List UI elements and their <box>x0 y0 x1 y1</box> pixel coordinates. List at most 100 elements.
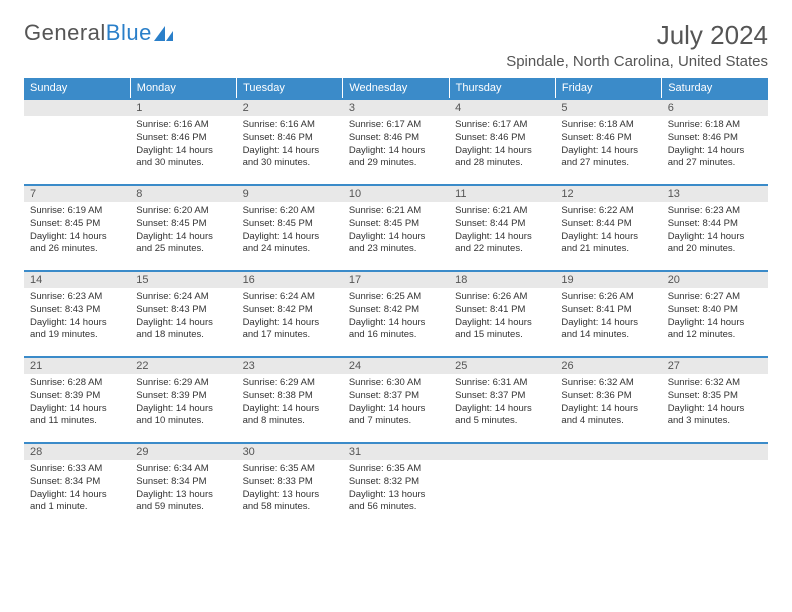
day-content: Sunrise: 6:22 AMSunset: 8:44 PMDaylight:… <box>555 202 661 259</box>
day-content: Sunrise: 6:23 AMSunset: 8:44 PMDaylight:… <box>662 202 768 259</box>
day-line: Daylight: 14 hours and 30 minutes. <box>243 145 337 171</box>
day-line: Sunset: 8:34 PM <box>30 476 124 489</box>
day-line: Daylight: 14 hours and 4 minutes. <box>561 403 655 429</box>
day-number: 9 <box>237 186 343 202</box>
day-number: 16 <box>237 272 343 288</box>
day-number: 8 <box>130 186 236 202</box>
day-number: 11 <box>449 186 555 202</box>
day-line: Sunset: 8:45 PM <box>349 218 443 231</box>
day-number: 29 <box>130 444 236 460</box>
day-line: Sunrise: 6:29 AM <box>243 377 337 390</box>
day-number: 25 <box>449 358 555 374</box>
calendar-cell: 21Sunrise: 6:28 AMSunset: 8:39 PMDayligh… <box>24 357 130 443</box>
day-number: 23 <box>237 358 343 374</box>
day-number <box>24 100 130 116</box>
day-line: Daylight: 14 hours and 11 minutes. <box>30 403 124 429</box>
calendar-cell: 5Sunrise: 6:18 AMSunset: 8:46 PMDaylight… <box>555 99 661 185</box>
day-content: Sunrise: 6:19 AMSunset: 8:45 PMDaylight:… <box>24 202 130 259</box>
day-line: Sunset: 8:41 PM <box>561 304 655 317</box>
day-line: Sunrise: 6:19 AM <box>30 205 124 218</box>
day-line: Daylight: 14 hours and 3 minutes. <box>668 403 762 429</box>
calendar-cell: 17Sunrise: 6:25 AMSunset: 8:42 PMDayligh… <box>343 271 449 357</box>
day-line: Sunset: 8:36 PM <box>561 390 655 403</box>
day-content: Sunrise: 6:21 AMSunset: 8:45 PMDaylight:… <box>343 202 449 259</box>
logo-text-1: General <box>24 20 106 46</box>
day-content: Sunrise: 6:24 AMSunset: 8:42 PMDaylight:… <box>237 288 343 345</box>
day-line: Sunset: 8:34 PM <box>136 476 230 489</box>
day-line: Daylight: 14 hours and 14 minutes. <box>561 317 655 343</box>
calendar-cell: 10Sunrise: 6:21 AMSunset: 8:45 PMDayligh… <box>343 185 449 271</box>
day-line: Sunrise: 6:26 AM <box>561 291 655 304</box>
day-line: Sunset: 8:46 PM <box>668 132 762 145</box>
calendar-cell: 13Sunrise: 6:23 AMSunset: 8:44 PMDayligh… <box>662 185 768 271</box>
day-line: Sunrise: 6:31 AM <box>455 377 549 390</box>
day-line: Sunset: 8:46 PM <box>349 132 443 145</box>
day-line: Daylight: 14 hours and 27 minutes. <box>668 145 762 171</box>
calendar-cell: 9Sunrise: 6:20 AMSunset: 8:45 PMDaylight… <box>237 185 343 271</box>
day-line: Sunrise: 6:21 AM <box>349 205 443 218</box>
day-line: Daylight: 14 hours and 28 minutes. <box>455 145 549 171</box>
day-line: Sunset: 8:45 PM <box>30 218 124 231</box>
day-content: Sunrise: 6:20 AMSunset: 8:45 PMDaylight:… <box>130 202 236 259</box>
day-line: Daylight: 13 hours and 58 minutes. <box>243 489 337 515</box>
day-line: Sunset: 8:33 PM <box>243 476 337 489</box>
day-line: Daylight: 14 hours and 23 minutes. <box>349 231 443 257</box>
day-line: Daylight: 14 hours and 21 minutes. <box>561 231 655 257</box>
day-line: Daylight: 14 hours and 1 minute. <box>30 489 124 515</box>
day-line: Sunrise: 6:23 AM <box>668 205 762 218</box>
day-content: Sunrise: 6:32 AMSunset: 8:35 PMDaylight:… <box>662 374 768 431</box>
day-content: Sunrise: 6:17 AMSunset: 8:46 PMDaylight:… <box>449 116 555 173</box>
day-content: Sunrise: 6:32 AMSunset: 8:36 PMDaylight:… <box>555 374 661 431</box>
day-content: Sunrise: 6:23 AMSunset: 8:43 PMDaylight:… <box>24 288 130 345</box>
day-number: 7 <box>24 186 130 202</box>
day-line: Daylight: 14 hours and 15 minutes. <box>455 317 549 343</box>
day-content: Sunrise: 6:35 AMSunset: 8:32 PMDaylight:… <box>343 460 449 517</box>
day-content: Sunrise: 6:33 AMSunset: 8:34 PMDaylight:… <box>24 460 130 517</box>
weekday-header: Friday <box>555 78 661 99</box>
day-content: Sunrise: 6:35 AMSunset: 8:33 PMDaylight:… <box>237 460 343 517</box>
day-number: 2 <box>237 100 343 116</box>
calendar-row: 7Sunrise: 6:19 AMSunset: 8:45 PMDaylight… <box>24 185 768 271</box>
calendar-cell: 30Sunrise: 6:35 AMSunset: 8:33 PMDayligh… <box>237 443 343 529</box>
day-number <box>555 444 661 460</box>
day-line: Daylight: 14 hours and 12 minutes. <box>668 317 762 343</box>
day-content: Sunrise: 6:21 AMSunset: 8:44 PMDaylight:… <box>449 202 555 259</box>
calendar-cell: 29Sunrise: 6:34 AMSunset: 8:34 PMDayligh… <box>130 443 236 529</box>
title-block: July 2024 Spindale, North Carolina, Unit… <box>506 20 768 70</box>
weekday-header: Monday <box>130 78 236 99</box>
calendar-row: 28Sunrise: 6:33 AMSunset: 8:34 PMDayligh… <box>24 443 768 529</box>
day-content: Sunrise: 6:24 AMSunset: 8:43 PMDaylight:… <box>130 288 236 345</box>
calendar-cell: 7Sunrise: 6:19 AMSunset: 8:45 PMDaylight… <box>24 185 130 271</box>
day-line: Sunrise: 6:18 AM <box>561 119 655 132</box>
calendar-cell: 3Sunrise: 6:17 AMSunset: 8:46 PMDaylight… <box>343 99 449 185</box>
day-line: Daylight: 14 hours and 17 minutes. <box>243 317 337 343</box>
day-line: Daylight: 14 hours and 26 minutes. <box>30 231 124 257</box>
day-content: Sunrise: 6:31 AMSunset: 8:37 PMDaylight:… <box>449 374 555 431</box>
calendar-cell <box>662 443 768 529</box>
day-line: Sunrise: 6:32 AM <box>561 377 655 390</box>
day-line: Sunset: 8:44 PM <box>561 218 655 231</box>
weekday-header: Saturday <box>662 78 768 99</box>
calendar-cell: 26Sunrise: 6:32 AMSunset: 8:36 PMDayligh… <box>555 357 661 443</box>
calendar-cell: 19Sunrise: 6:26 AMSunset: 8:41 PMDayligh… <box>555 271 661 357</box>
weekday-header: Thursday <box>449 78 555 99</box>
day-content: Sunrise: 6:28 AMSunset: 8:39 PMDaylight:… <box>24 374 130 431</box>
day-line: Daylight: 14 hours and 7 minutes. <box>349 403 443 429</box>
day-line: Sunrise: 6:18 AM <box>668 119 762 132</box>
day-line: Sunrise: 6:20 AM <box>136 205 230 218</box>
day-number: 17 <box>343 272 449 288</box>
weekday-header: Tuesday <box>237 78 343 99</box>
calendar-cell <box>555 443 661 529</box>
day-number <box>662 444 768 460</box>
day-number: 3 <box>343 100 449 116</box>
day-line: Sunset: 8:46 PM <box>455 132 549 145</box>
day-number: 10 <box>343 186 449 202</box>
day-line: Sunset: 8:44 PM <box>455 218 549 231</box>
day-content: Sunrise: 6:18 AMSunset: 8:46 PMDaylight:… <box>662 116 768 173</box>
day-content: Sunrise: 6:26 AMSunset: 8:41 PMDaylight:… <box>555 288 661 345</box>
day-line: Sunset: 8:41 PM <box>455 304 549 317</box>
day-line: Daylight: 13 hours and 59 minutes. <box>136 489 230 515</box>
day-line: Sunset: 8:32 PM <box>349 476 443 489</box>
day-number: 28 <box>24 444 130 460</box>
day-line: Sunset: 8:44 PM <box>668 218 762 231</box>
